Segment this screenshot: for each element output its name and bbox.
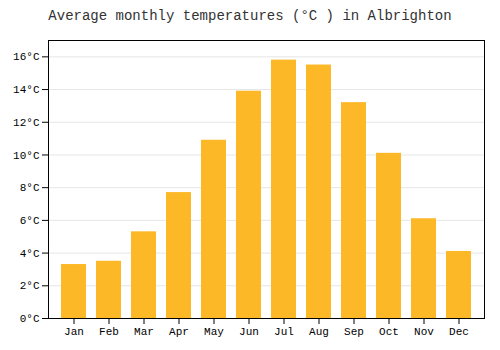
svg-text:8°C: 8°C: [20, 182, 40, 194]
svg-text:Nov: Nov: [414, 326, 434, 338]
svg-text:Mar: Mar: [134, 326, 154, 338]
svg-text:May: May: [204, 326, 224, 338]
svg-text:2°C: 2°C: [20, 280, 40, 292]
svg-text:4°C: 4°C: [20, 248, 40, 260]
svg-text:Apr: Apr: [169, 326, 189, 338]
svg-text:Dec: Dec: [449, 326, 469, 338]
svg-text:Sep: Sep: [344, 326, 364, 338]
svg-text:Jun: Jun: [239, 326, 259, 338]
svg-text:16°C: 16°C: [13, 51, 40, 63]
svg-text:Feb: Feb: [99, 326, 119, 338]
svg-text:Jan: Jan: [64, 326, 84, 338]
svg-text:Oct: Oct: [379, 326, 399, 338]
svg-text:12°C: 12°C: [13, 117, 40, 129]
svg-text:Aug: Aug: [309, 326, 329, 338]
svg-text:Jul: Jul: [274, 326, 294, 338]
svg-text:0°C: 0°C: [20, 313, 40, 325]
svg-text:14°C: 14°C: [13, 84, 40, 96]
html-text:Average monthly temperatures (: Average monthly temperatures (°C ) in Al…: [48, 8, 452, 24]
svg-text:6°C: 6°C: [20, 215, 40, 227]
svg-text:10°C: 10°C: [13, 149, 40, 161]
